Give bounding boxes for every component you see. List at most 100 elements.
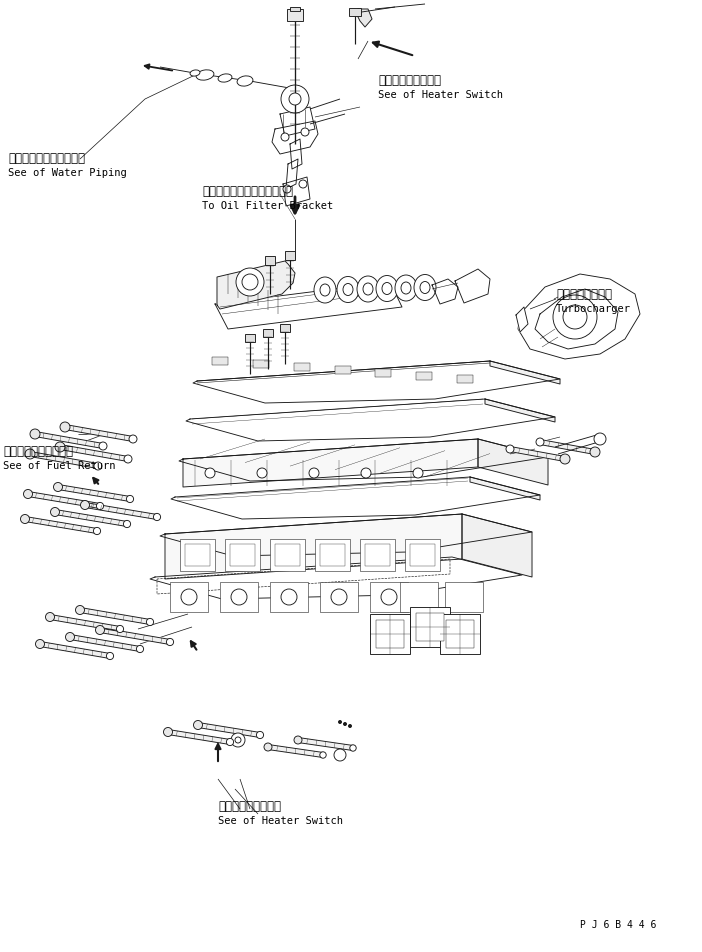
- Circle shape: [126, 496, 133, 503]
- Circle shape: [181, 589, 197, 605]
- Circle shape: [413, 468, 423, 479]
- Polygon shape: [186, 400, 555, 442]
- Bar: [315, 540, 350, 571]
- Circle shape: [281, 86, 309, 114]
- Bar: [376, 369, 391, 378]
- Circle shape: [51, 508, 60, 517]
- Text: ウォータパイピング参照: ウォータパイピング参照: [8, 151, 85, 165]
- Bar: [180, 540, 215, 571]
- Circle shape: [36, 640, 44, 649]
- Bar: [370, 583, 408, 612]
- Circle shape: [136, 645, 144, 653]
- Circle shape: [256, 732, 263, 739]
- Circle shape: [194, 721, 202, 730]
- Circle shape: [348, 724, 352, 727]
- Polygon shape: [160, 514, 532, 556]
- Polygon shape: [193, 362, 560, 404]
- Circle shape: [553, 296, 597, 340]
- Circle shape: [590, 447, 600, 458]
- Polygon shape: [217, 262, 295, 309]
- Text: ターボチャージャ: ターボチャージャ: [556, 288, 612, 301]
- Circle shape: [294, 736, 302, 744]
- Circle shape: [147, 619, 154, 626]
- Polygon shape: [298, 738, 353, 751]
- Bar: [376, 621, 404, 648]
- Bar: [245, 335, 255, 343]
- Polygon shape: [29, 452, 98, 469]
- Polygon shape: [356, 10, 372, 28]
- Bar: [360, 540, 395, 571]
- Circle shape: [235, 737, 241, 744]
- Bar: [400, 583, 438, 612]
- Polygon shape: [470, 478, 540, 501]
- Polygon shape: [65, 426, 133, 442]
- Ellipse shape: [401, 283, 411, 295]
- Ellipse shape: [382, 283, 392, 295]
- Polygon shape: [510, 447, 565, 462]
- Circle shape: [350, 745, 356, 751]
- Polygon shape: [197, 723, 260, 738]
- Circle shape: [231, 733, 245, 747]
- Polygon shape: [25, 517, 98, 534]
- Circle shape: [81, 501, 89, 510]
- Circle shape: [309, 468, 319, 479]
- Circle shape: [343, 723, 347, 725]
- Polygon shape: [84, 503, 157, 520]
- Bar: [410, 607, 450, 647]
- Circle shape: [281, 134, 289, 142]
- Circle shape: [95, 625, 105, 635]
- Circle shape: [236, 268, 264, 297]
- Circle shape: [594, 433, 606, 446]
- Bar: [290, 8, 300, 12]
- Ellipse shape: [337, 277, 359, 303]
- Circle shape: [25, 449, 35, 460]
- Polygon shape: [432, 280, 458, 305]
- Circle shape: [46, 613, 55, 622]
- Bar: [287, 10, 303, 22]
- Bar: [416, 613, 444, 642]
- Circle shape: [506, 446, 514, 453]
- Bar: [349, 9, 361, 17]
- Bar: [270, 583, 308, 612]
- Bar: [365, 545, 390, 566]
- Circle shape: [129, 436, 137, 444]
- Bar: [446, 621, 474, 648]
- Bar: [225, 540, 260, 571]
- Ellipse shape: [314, 278, 336, 304]
- Circle shape: [257, 468, 267, 479]
- Ellipse shape: [414, 275, 436, 301]
- Circle shape: [334, 749, 346, 762]
- Circle shape: [536, 439, 544, 446]
- Bar: [170, 583, 208, 612]
- Ellipse shape: [190, 70, 200, 77]
- Circle shape: [124, 521, 131, 528]
- Circle shape: [94, 463, 102, 470]
- Circle shape: [299, 181, 307, 188]
- Bar: [410, 545, 435, 566]
- Ellipse shape: [357, 277, 379, 303]
- Text: See of Fuel Return: See of Fuel Return: [3, 461, 116, 470]
- Polygon shape: [286, 160, 298, 189]
- Circle shape: [231, 589, 247, 605]
- Circle shape: [281, 589, 297, 605]
- Polygon shape: [462, 514, 532, 578]
- Polygon shape: [535, 289, 618, 349]
- Circle shape: [242, 275, 258, 290]
- Bar: [293, 364, 310, 371]
- Circle shape: [53, 483, 62, 492]
- Bar: [334, 367, 350, 374]
- Circle shape: [99, 443, 107, 450]
- Circle shape: [93, 527, 100, 535]
- Bar: [445, 583, 483, 612]
- Text: ヒータスイッチ参照: ヒータスイッチ参照: [218, 799, 281, 812]
- Text: See of Water Piping: See of Water Piping: [8, 168, 127, 178]
- Polygon shape: [540, 440, 595, 455]
- Bar: [370, 614, 410, 654]
- Circle shape: [30, 429, 40, 440]
- Bar: [285, 251, 295, 261]
- Polygon shape: [58, 485, 131, 502]
- Circle shape: [117, 625, 124, 633]
- Polygon shape: [39, 642, 110, 659]
- Circle shape: [320, 752, 326, 759]
- Circle shape: [205, 468, 215, 479]
